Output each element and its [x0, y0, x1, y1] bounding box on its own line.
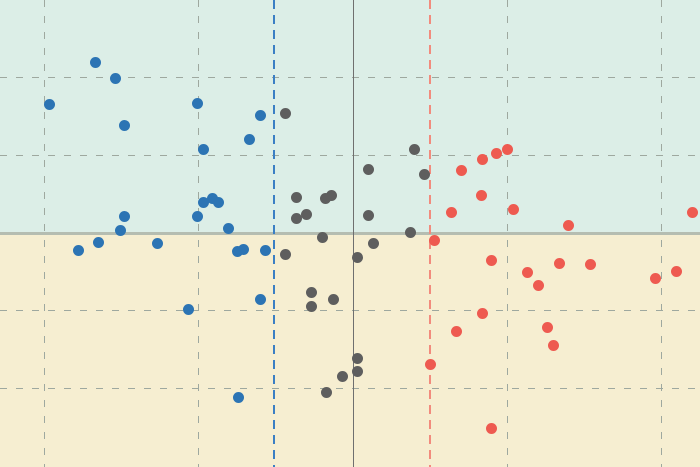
data-point-red — [450, 325, 462, 337]
data-point-gray — [305, 286, 317, 298]
data-point-red — [475, 190, 487, 202]
data-point-blue — [43, 98, 55, 110]
data-point-blue — [198, 144, 210, 156]
data-point-blue — [90, 56, 102, 68]
data-point-red — [585, 258, 597, 270]
data-point-gray — [363, 209, 374, 221]
data-point-gray — [316, 232, 328, 244]
gridline-horizontal — [0, 388, 700, 390]
data-point-blue — [93, 236, 105, 248]
data-point-gray — [321, 386, 333, 398]
data-point-blue — [233, 391, 245, 403]
gridline-horizontal — [0, 310, 700, 312]
data-point-red — [446, 206, 458, 218]
data-point-gray — [305, 301, 317, 313]
red-mean-vline — [429, 0, 432, 467]
data-point-blue — [255, 294, 267, 306]
data-point-blue — [222, 222, 234, 234]
data-point-red — [541, 321, 553, 333]
data-point-gray — [279, 107, 291, 119]
data-point-red — [486, 423, 498, 435]
data-point-blue — [231, 246, 243, 258]
data-point-blue — [255, 110, 267, 122]
data-point-blue — [191, 210, 203, 222]
lower-region — [0, 233, 700, 467]
data-point-gray — [404, 226, 416, 238]
data-point-red — [649, 273, 661, 285]
center-vline — [352, 0, 354, 467]
data-point-gray — [336, 370, 348, 382]
data-point-red — [671, 266, 683, 278]
data-point-red — [554, 257, 566, 269]
data-point-gray — [319, 193, 331, 205]
data-point-gray — [352, 365, 364, 377]
gridline-horizontal — [0, 154, 700, 156]
data-point-blue — [73, 244, 85, 256]
data-point-gray — [352, 353, 364, 365]
data-point-blue — [110, 72, 122, 84]
data-point-red — [532, 280, 544, 292]
data-point-red — [477, 307, 489, 319]
data-point-blue — [198, 197, 210, 209]
data-point-blue — [182, 303, 194, 315]
data-point-red — [429, 235, 441, 247]
data-point-red — [501, 144, 513, 156]
data-point-gray — [367, 237, 379, 249]
data-point-blue — [213, 196, 225, 208]
data-point-gray — [301, 208, 313, 220]
data-point-blue — [207, 193, 219, 205]
data-point-red — [486, 254, 498, 266]
blue-mean-vline — [273, 0, 276, 467]
data-point-red — [521, 267, 533, 279]
data-point-red — [563, 219, 575, 231]
data-point-red — [548, 340, 560, 352]
data-point-blue — [238, 243, 250, 255]
data-point-gray — [290, 212, 302, 224]
data-point-gray — [418, 168, 430, 180]
data-point-gray — [290, 191, 302, 203]
data-point-gray — [352, 252, 364, 264]
data-point-red — [490, 148, 502, 160]
data-point-red — [507, 203, 519, 215]
data-point-gray — [279, 249, 291, 261]
data-point-blue — [119, 210, 131, 222]
data-point-gray — [409, 144, 421, 156]
data-point-red — [686, 207, 698, 219]
data-point-blue — [244, 134, 256, 146]
data-point-blue — [119, 119, 131, 131]
data-point-gray — [327, 293, 339, 305]
data-point-blue — [191, 97, 203, 109]
gridline-horizontal — [0, 77, 700, 79]
data-point-red — [455, 164, 467, 176]
data-point-gray — [363, 163, 374, 175]
data-point-gray — [325, 190, 337, 202]
boundary-hline — [0, 231, 700, 235]
data-point-red — [477, 153, 489, 165]
data-point-red — [424, 358, 436, 370]
data-point-blue — [151, 237, 163, 249]
data-point-blue — [259, 245, 271, 257]
upper-region — [0, 0, 700, 234]
data-point-blue — [114, 225, 126, 237]
